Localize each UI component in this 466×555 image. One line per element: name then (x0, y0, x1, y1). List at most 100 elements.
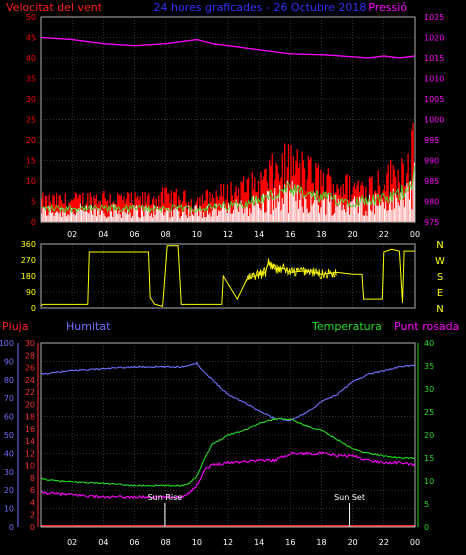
wind-x-tick-label: 14 (254, 230, 264, 239)
wind-speed-title: Velocitat del vent (6, 1, 103, 14)
lower-x-tick-label: 20 (348, 538, 358, 547)
compass-label: N (436, 240, 443, 251)
sunset-label: Sun Set (334, 493, 365, 502)
humidity-y-tick-label: 100 (0, 339, 14, 348)
lower-x-tick-label: 12 (223, 538, 233, 547)
pressure-y-tick-label: 980 (424, 198, 439, 207)
wind-x-tick-label: 04 (98, 230, 108, 239)
compass-label: E (437, 288, 443, 299)
rain-y-tick-label: 24 (25, 376, 35, 385)
lower-x-tick-label: 16 (285, 538, 295, 547)
humidity-y-tick-label: 30 (4, 468, 14, 477)
rain-y-tick-label: 20 (25, 400, 35, 409)
rain-y-tick-label: 28 (25, 351, 35, 360)
lower-x-tick-label: 18 (316, 538, 326, 547)
wind-x-tick-label: 10 (192, 230, 202, 239)
humidity-y-tick-label: 60 (4, 413, 14, 422)
wind-y-tick-label: 0 (31, 218, 36, 227)
humidity-y-tick-label: 40 (4, 449, 14, 458)
rain-y-tick-label: 22 (25, 388, 35, 397)
pressure-y-tick-label: 1025 (424, 13, 444, 22)
lower-x-tick-label: 14 (254, 538, 264, 547)
wind-y-tick-label: 45 (26, 34, 36, 43)
rain-humidity-temperature-panel: 0102030405060708090100024681012141618202… (0, 339, 434, 547)
direction-line (40, 245, 415, 307)
lower-x-tick-label: 10 (192, 538, 202, 547)
humidity-y-tick-label: 10 (4, 505, 14, 514)
dewpoint-line (40, 451, 416, 500)
wind-pressure-panel: 0510152025303540455097598098599099510001… (26, 13, 445, 239)
rain-y-tick-label: 16 (25, 425, 35, 434)
wind-trend-line (41, 165, 415, 214)
pressure-title: Pressió (368, 1, 407, 14)
lower-x-tick-label: 02 (67, 538, 77, 547)
pressure-y-tick-label: 1005 (424, 95, 444, 104)
direction-y-tick-label: 360 (21, 240, 36, 249)
temperature-y-tick-label: 25 (424, 408, 434, 417)
wind-x-tick-label: 02 (67, 230, 77, 239)
rain-y-tick-label: 0 (30, 523, 35, 532)
rain-y-tick-label: 2 (30, 511, 35, 520)
rain-y-tick-label: 10 (25, 462, 35, 471)
wind-y-tick-label: 5 (31, 198, 36, 207)
wind-x-tick-label: 00 (410, 230, 420, 239)
pressure-y-tick-label: 985 (424, 177, 439, 186)
lower-panel-frame (40, 342, 416, 528)
temperature-y-tick-label: 15 (424, 454, 434, 463)
temperature-y-tick-label: 35 (424, 362, 434, 371)
lower-x-tick-label: 22 (379, 538, 389, 547)
humidity-line (40, 361, 416, 422)
pressure-y-tick-label: 1010 (424, 75, 444, 84)
rain-y-tick-label: 30 (25, 339, 35, 348)
wind-x-tick-label: 18 (316, 230, 326, 239)
rain-y-tick-label: 26 (25, 364, 35, 373)
wind-x-tick-label: 16 (285, 230, 295, 239)
humidity-y-tick-label: 20 (4, 486, 14, 495)
direction-y-tick-label: 270 (21, 256, 36, 265)
temperature-y-tick-label: 0 (424, 523, 429, 532)
rain-y-tick-label: 18 (25, 413, 35, 422)
wind-y-tick-label: 25 (26, 116, 36, 125)
pressure-line (40, 36, 416, 59)
direction-y-tick-label: 0 (31, 304, 36, 313)
pressure-y-tick-label: 975 (424, 218, 439, 227)
temperature-y-tick-label: 10 (424, 477, 434, 486)
wind-y-tick-label: 20 (26, 136, 36, 145)
humidity-title: Humitat (66, 320, 111, 333)
wind-y-tick-label: 50 (26, 13, 36, 22)
temperature-y-tick-label: 40 (424, 339, 434, 348)
lower-x-tick-label: 04 (98, 538, 108, 547)
rain-y-tick-label: 6 (30, 486, 35, 495)
humidity-y-tick-label: 80 (4, 376, 14, 385)
rain-y-tick-label: 14 (25, 437, 35, 446)
pressure-y-tick-label: 1000 (424, 116, 444, 125)
wind-x-tick-label: 22 (379, 230, 389, 239)
pressure-y-tick-label: 1020 (424, 34, 444, 43)
date-title: 24 hores graficades - 26 Octubre 2018 (154, 1, 367, 14)
lower-x-tick-label: 08 (161, 538, 171, 547)
wind-y-tick-label: 15 (26, 157, 36, 166)
wind-x-tick-label: 12 (223, 230, 233, 239)
wind-y-tick-label: 30 (26, 95, 36, 104)
temperature-y-tick-label: 5 (424, 500, 429, 509)
temperature-y-tick-label: 30 (424, 385, 434, 394)
humidity-y-tick-label: 90 (4, 357, 14, 366)
rain-y-tick-label: 8 (30, 474, 35, 483)
compass-label: W (435, 256, 445, 267)
pressure-y-tick-label: 1015 (424, 54, 444, 63)
humidity-y-tick-label: 50 (4, 431, 14, 440)
dewpoint-title: Punt rosada (394, 320, 459, 333)
rain-y-tick-label: 4 (30, 498, 35, 507)
pressure-y-tick-label: 995 (424, 136, 439, 145)
wind-x-tick-label: 08 (161, 230, 171, 239)
wind-y-tick-label: 40 (26, 54, 36, 63)
direction-noise-line (246, 258, 337, 282)
compass-label: S (437, 272, 443, 283)
humidity-y-tick-label: 0 (9, 523, 14, 532)
humidity-y-tick-label: 70 (4, 394, 14, 403)
temperature-y-tick-label: 20 (424, 431, 434, 440)
direction-y-tick-label: 180 (21, 272, 36, 281)
temperature-line (40, 417, 416, 487)
